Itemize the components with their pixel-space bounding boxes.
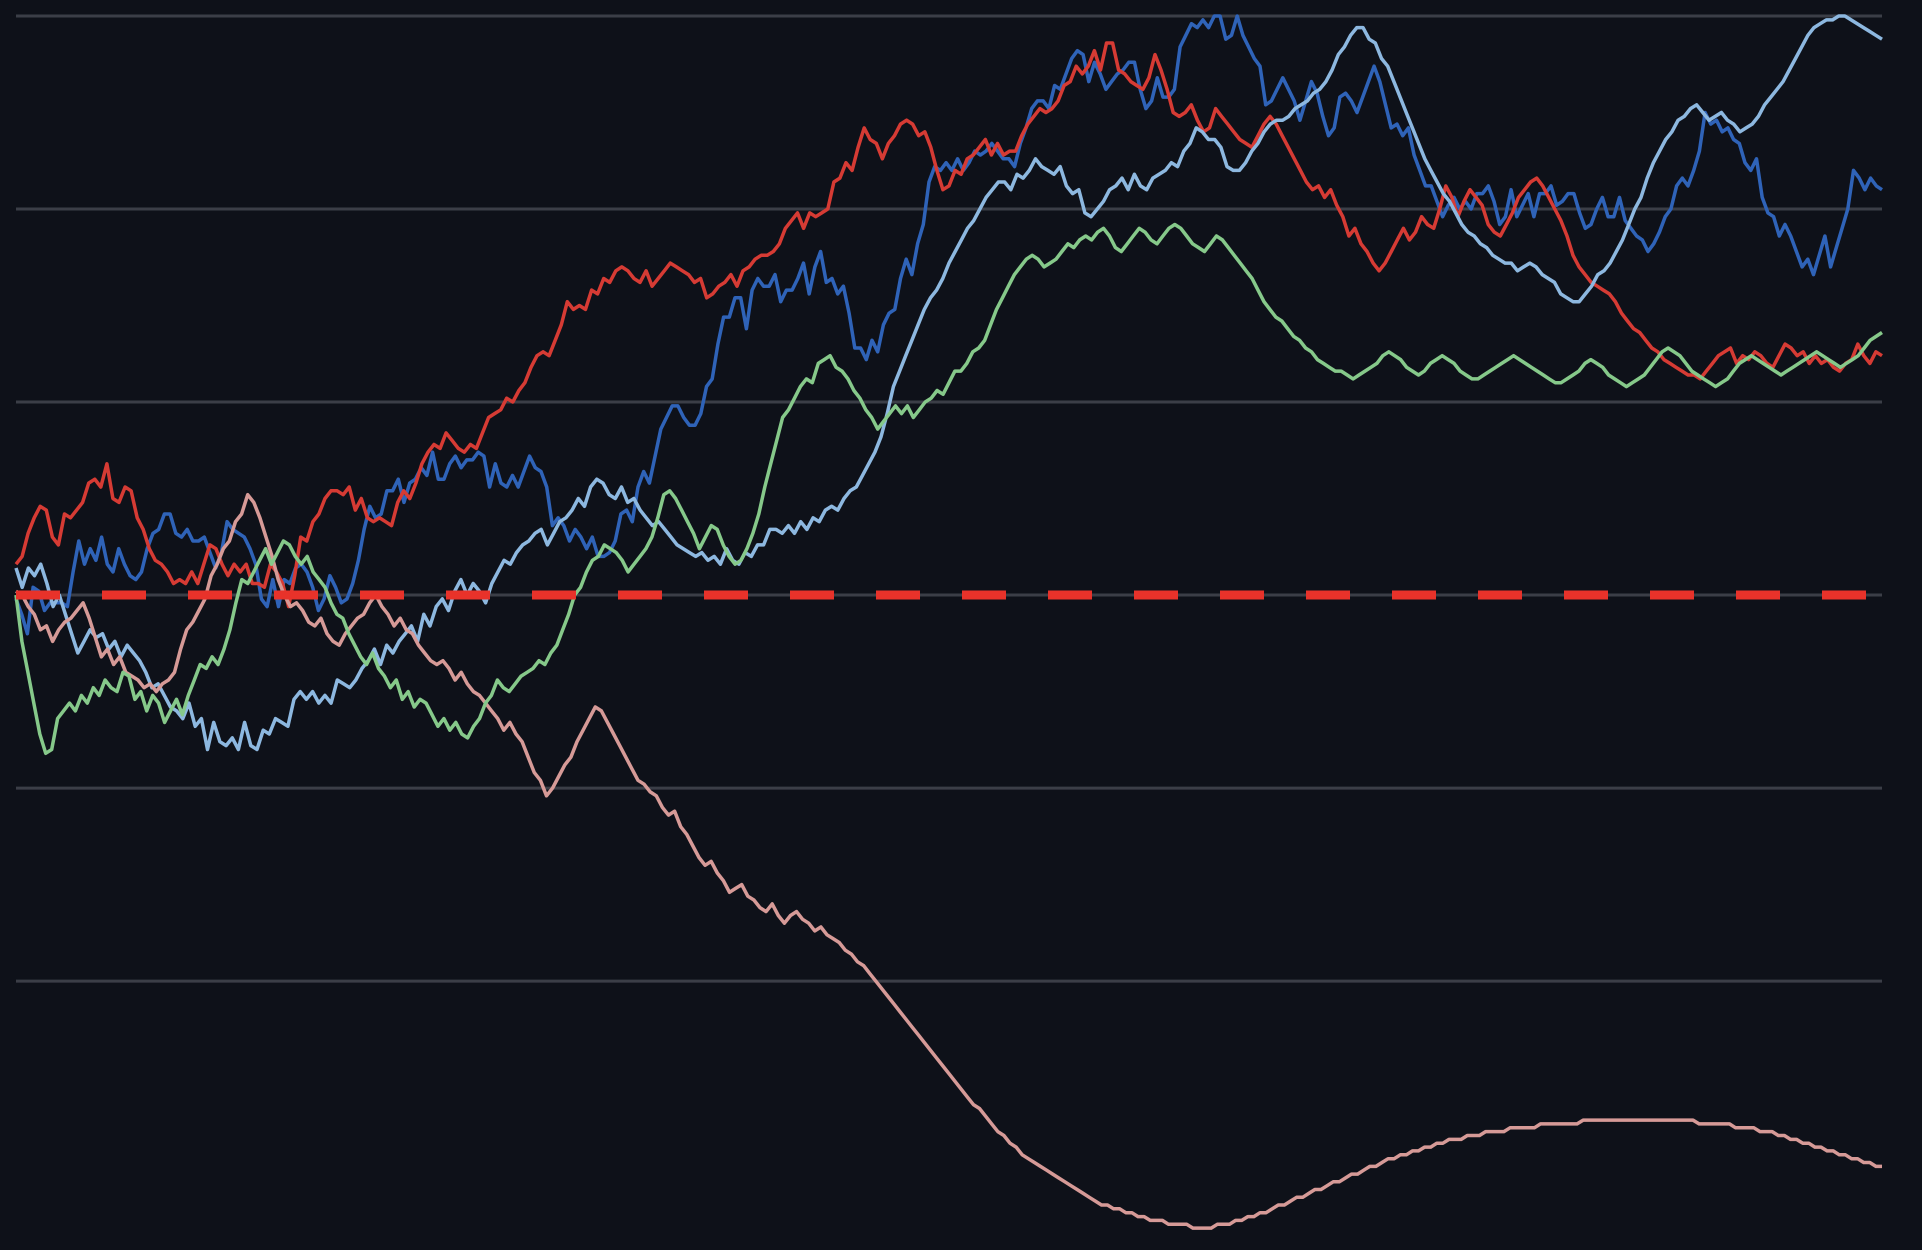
series-line-5 xyxy=(14,222,1883,756)
series-line-4 xyxy=(15,492,1882,1230)
series-lines xyxy=(14,14,1883,1230)
series-line-1 xyxy=(14,14,1883,636)
series-line-2 xyxy=(14,41,1883,609)
series-line-3 xyxy=(14,14,1883,752)
